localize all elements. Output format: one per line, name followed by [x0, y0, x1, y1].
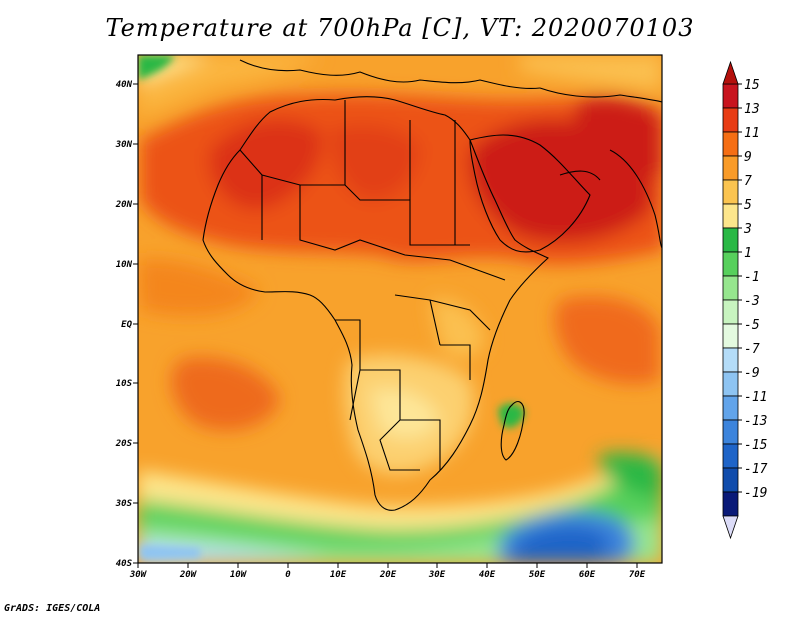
colorbar-swatch	[722, 419, 739, 445]
map-frame	[137, 54, 663, 564]
longitude-axis: 30W 20W 10W 0 10E 20E 30E 40E 50E 60E 70E	[129, 563, 646, 580]
colorbar-label: -5	[744, 318, 760, 333]
lon-tick-label: 30W	[129, 570, 148, 580]
lon-tick-label: 50E	[529, 570, 546, 580]
lon-tick-label: 60E	[579, 570, 596, 580]
credit-label: GrADS: IGES/COLA	[4, 603, 101, 614]
colorbar-swatch	[722, 203, 739, 229]
latitude-axis: 40N 30N 20N 10N EQ 10S 20S 30S 40S	[115, 80, 138, 569]
colorbar-swatch	[722, 251, 739, 277]
colorbar-swatch	[722, 299, 739, 325]
lon-tick-label: 0	[285, 570, 291, 580]
colorbar-label: -3	[744, 294, 760, 309]
colorbar-swatch	[722, 155, 739, 181]
colorbar-label: 13	[744, 102, 760, 117]
colorbar-swatch	[722, 467, 739, 493]
colorbar-swatch	[722, 131, 739, 157]
colorbar-label: -17	[744, 462, 768, 477]
colorbar-top-triangle	[722, 60, 739, 85]
colorbar-label: -13	[744, 414, 767, 429]
colorbar-swatch	[722, 83, 739, 109]
colorbar-swatch	[722, 323, 739, 349]
lat-tick-label: 20N	[115, 200, 133, 210]
colorbar-swatch	[722, 179, 739, 205]
colorbar-label: 15	[744, 78, 760, 93]
lon-tick-label: 10E	[330, 570, 347, 580]
lat-tick-label: 40S	[116, 559, 133, 569]
lat-tick-label: 20S	[115, 439, 133, 449]
temperature-field	[138, 55, 662, 563]
map-title: Temperature at 700hPa [C], VT: 202007010…	[105, 14, 695, 42]
colorbar-bottom-triangle	[722, 515, 739, 540]
lat-tick-label: 10N	[116, 260, 133, 270]
lon-tick-label: 40E	[479, 570, 496, 580]
colorbar-label: -1	[744, 270, 760, 285]
colorbar-label: -19	[744, 486, 767, 501]
colorbar-swatch	[722, 443, 739, 469]
colorbar-swatch	[722, 275, 739, 301]
colorbar-swatch	[722, 347, 739, 373]
lat-tick-label: 30N	[115, 140, 133, 150]
colorbar-label: 3	[743, 222, 752, 237]
lat-tick-label: EQ	[121, 320, 132, 330]
colorbar-label: -15	[744, 438, 768, 453]
lon-tick-label: 20E	[379, 570, 397, 580]
lon-tick-label: 20W	[179, 570, 198, 580]
colorbar-swatch	[722, 107, 739, 133]
coastlines	[202, 59, 662, 511]
lat-tick-label: 40N	[116, 80, 133, 90]
colorbar-swatch	[722, 371, 739, 397]
lon-tick-label: 70E	[629, 570, 646, 580]
colorbar-swatch	[722, 395, 739, 421]
colorbar-label: -7	[744, 342, 760, 357]
colorbar-swatch	[722, 227, 739, 253]
colorbar: 15 13 11 9 7 5 3 1 -1 -3 -5 -7 -9 -11 -13 -15 -17 -19	[722, 60, 768, 540]
lat-tick-label: 30S	[115, 499, 133, 509]
colorbar-label: -11	[744, 390, 767, 405]
lon-tick-label: 10W	[230, 570, 248, 580]
lon-tick-label: 30E	[428, 570, 446, 580]
colorbar-label: -9	[744, 366, 760, 381]
colorbar-label: 9	[744, 150, 752, 165]
colorbar-label: 5	[744, 198, 752, 213]
colorbar-swatch	[722, 491, 739, 517]
colorbar-label: 1	[744, 246, 752, 261]
colorbar-label: 7	[744, 174, 752, 189]
lat-tick-label: 10S	[116, 379, 133, 389]
colorbar-label: 11	[744, 126, 760, 141]
